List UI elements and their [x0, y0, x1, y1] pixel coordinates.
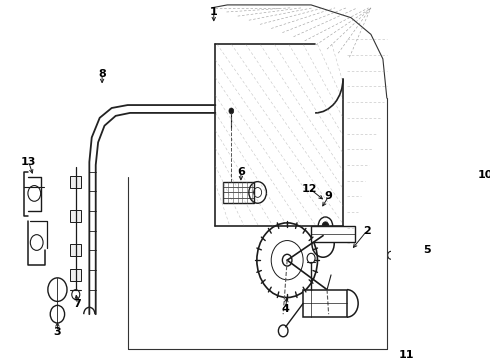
Bar — [70, 244, 81, 256]
Text: 7: 7 — [74, 300, 81, 309]
Bar — [70, 176, 81, 188]
Text: 9: 9 — [325, 192, 333, 201]
Circle shape — [229, 108, 234, 114]
Text: 3: 3 — [53, 327, 61, 337]
Text: 6: 6 — [237, 167, 245, 177]
Text: 8: 8 — [98, 69, 106, 78]
Bar — [442, 192, 476, 246]
Text: 4: 4 — [282, 304, 290, 314]
Text: 10: 10 — [477, 170, 490, 180]
Bar — [70, 269, 81, 281]
Text: 2: 2 — [363, 226, 371, 236]
Text: 5: 5 — [423, 246, 431, 255]
Text: 12: 12 — [302, 184, 317, 194]
Text: 11: 11 — [399, 350, 415, 360]
Bar — [311, 226, 355, 242]
Text: 13: 13 — [21, 157, 36, 167]
Bar — [399, 319, 415, 344]
Circle shape — [322, 222, 329, 230]
Text: 1: 1 — [210, 7, 218, 17]
Bar — [303, 290, 347, 317]
Bar — [70, 210, 81, 222]
Bar — [223, 182, 254, 203]
